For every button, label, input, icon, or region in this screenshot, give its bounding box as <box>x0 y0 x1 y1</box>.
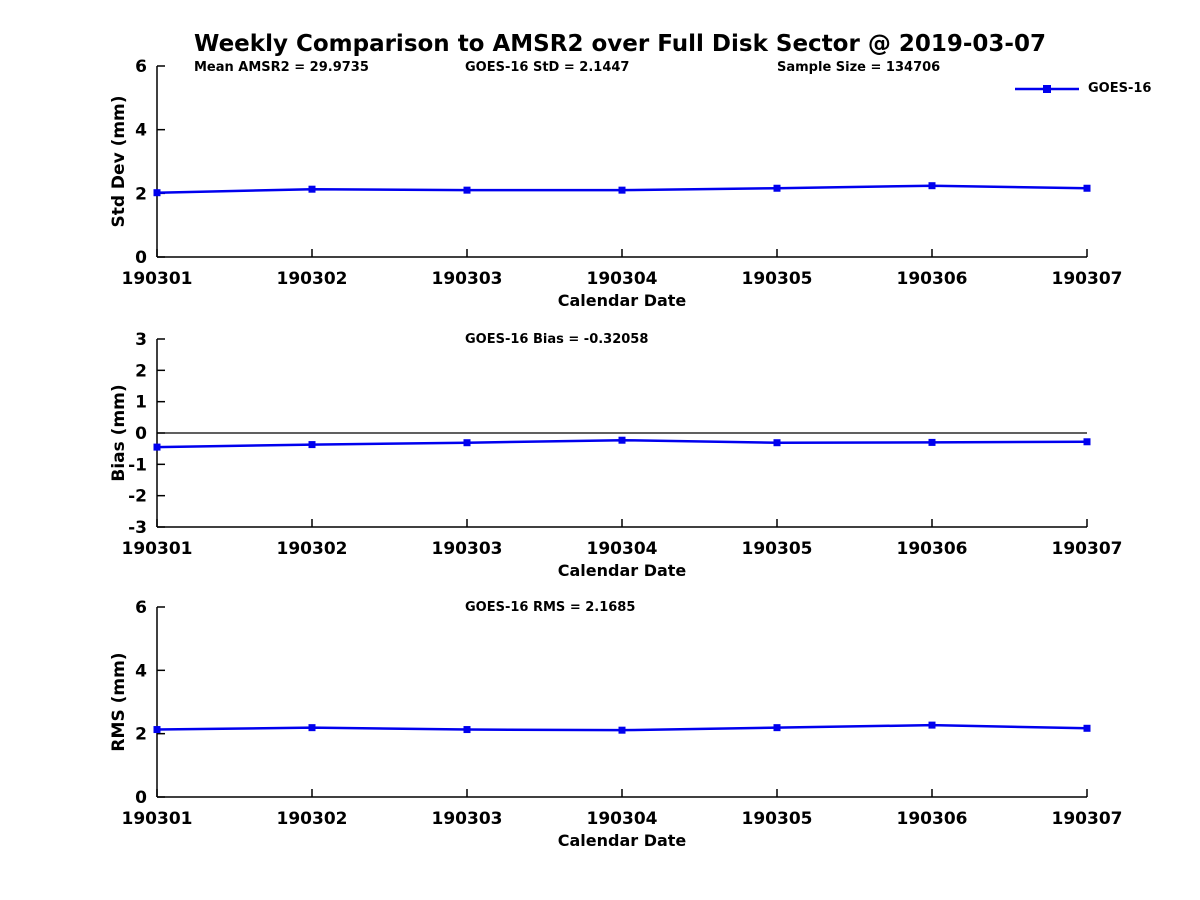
subplot-3: 0 2 4 6 190301 190302 190303 190304 190305 190306… <box>109 598 1122 850</box>
x-tick-label: 190302 <box>277 539 348 559</box>
y-tick-label: -1 <box>128 455 147 475</box>
data-point-marker <box>153 189 161 197</box>
data-point-marker <box>773 184 781 192</box>
annotation-goes16-std: GOES-16 StD = 2.1447 <box>465 60 630 75</box>
x-tick-label: 190307 <box>1052 269 1123 289</box>
subplot-2: -3 -2 -1 0 1 2 3 190301 190302 190303 190304 190305… <box>109 330 1122 580</box>
x-tick-label: 190306 <box>897 809 968 829</box>
y-tick-label: 1 <box>135 393 147 413</box>
data-point-marker <box>928 438 936 446</box>
legend: GOES-16 <box>1014 81 1151 96</box>
subplot-1: 0 2 4 6 190301 190302 190303 190304 190305 190306… <box>109 57 1122 310</box>
x-tick-label: 190306 <box>897 539 968 559</box>
data-point-marker <box>153 726 161 734</box>
y-tick-label: 4 <box>135 121 147 141</box>
x-tick-label: 190307 <box>1052 539 1123 559</box>
data-point-marker <box>618 436 626 444</box>
x-tick-label: 190302 <box>277 809 348 829</box>
data-point-marker <box>1083 438 1091 446</box>
data-point-marker <box>308 441 316 449</box>
y-tick-label: 4 <box>135 661 147 681</box>
y-tick-label: 2 <box>135 184 147 204</box>
y-tick-label: 0 <box>135 248 147 268</box>
data-point-marker <box>618 726 626 734</box>
x-tick-label: 190301 <box>122 539 193 559</box>
data-point-marker <box>773 439 781 447</box>
data-point-marker <box>928 721 936 729</box>
x-tick-label: 190303 <box>432 809 503 829</box>
y-tick-label: 0 <box>135 424 147 444</box>
y-tick-label: -3 <box>128 518 147 538</box>
x-tick-label: 190305 <box>742 809 813 829</box>
y-tick-label: 6 <box>135 598 147 618</box>
x-axis-title: Calendar Date <box>558 291 687 310</box>
subplot-title: GOES-16 RMS = 2.1685 <box>465 600 635 615</box>
annotation-sample-size: Sample Size = 134706 <box>777 60 941 75</box>
x-tick-label: 190305 <box>742 269 813 289</box>
legend-label: GOES-16 <box>1088 81 1152 96</box>
x-axis-title: Calendar Date <box>558 831 687 850</box>
x-axis-title: Calendar Date <box>558 561 687 580</box>
y-tick-label: 3 <box>135 330 147 350</box>
data-point-marker <box>928 182 936 190</box>
x-tick-label: 190304 <box>587 269 658 289</box>
y-tick-label: 2 <box>135 361 147 381</box>
data-point-marker <box>308 185 316 193</box>
legend-line-marker-icon <box>1015 84 1079 93</box>
x-tick-label: 190302 <box>277 269 348 289</box>
data-point-marker <box>618 186 626 194</box>
subplot-title: GOES-16 Bias = -0.32058 <box>465 332 648 347</box>
x-tick-label: 190304 <box>587 539 658 559</box>
data-point-marker <box>308 724 316 732</box>
y-tick-label: 0 <box>135 788 147 808</box>
x-tick-label: 190303 <box>432 539 503 559</box>
data-point-marker <box>1083 724 1091 732</box>
x-tick-label: 190301 <box>122 809 193 829</box>
figure-title: Weekly Comparison to AMSR2 over Full Dis… <box>194 31 1046 57</box>
data-point-marker <box>463 439 471 447</box>
data-point-marker <box>1083 184 1091 192</box>
x-tick-label: 190306 <box>897 269 968 289</box>
data-point-marker <box>773 724 781 732</box>
data-point-marker <box>463 186 471 194</box>
y-tick-label: -2 <box>128 487 147 507</box>
y-axis-title: RMS (mm) <box>109 652 129 751</box>
annotation-mean-amsr2: Mean AMSR2 = 29.9735 <box>194 60 369 75</box>
y-axis-title: Bias (mm) <box>109 384 129 481</box>
data-point-marker <box>463 726 471 734</box>
data-point-marker <box>153 443 161 451</box>
y-tick-label: 6 <box>135 57 147 77</box>
x-tick-label: 190305 <box>742 539 813 559</box>
x-tick-label: 190301 <box>122 269 193 289</box>
x-tick-label: 190304 <box>587 809 658 829</box>
y-axis-title: Std Dev (mm) <box>109 95 129 227</box>
legend-square-marker-icon <box>1043 84 1051 93</box>
x-tick-label: 190307 <box>1052 809 1123 829</box>
x-tick-label: 190303 <box>432 269 503 289</box>
y-tick-label: 2 <box>135 725 147 745</box>
